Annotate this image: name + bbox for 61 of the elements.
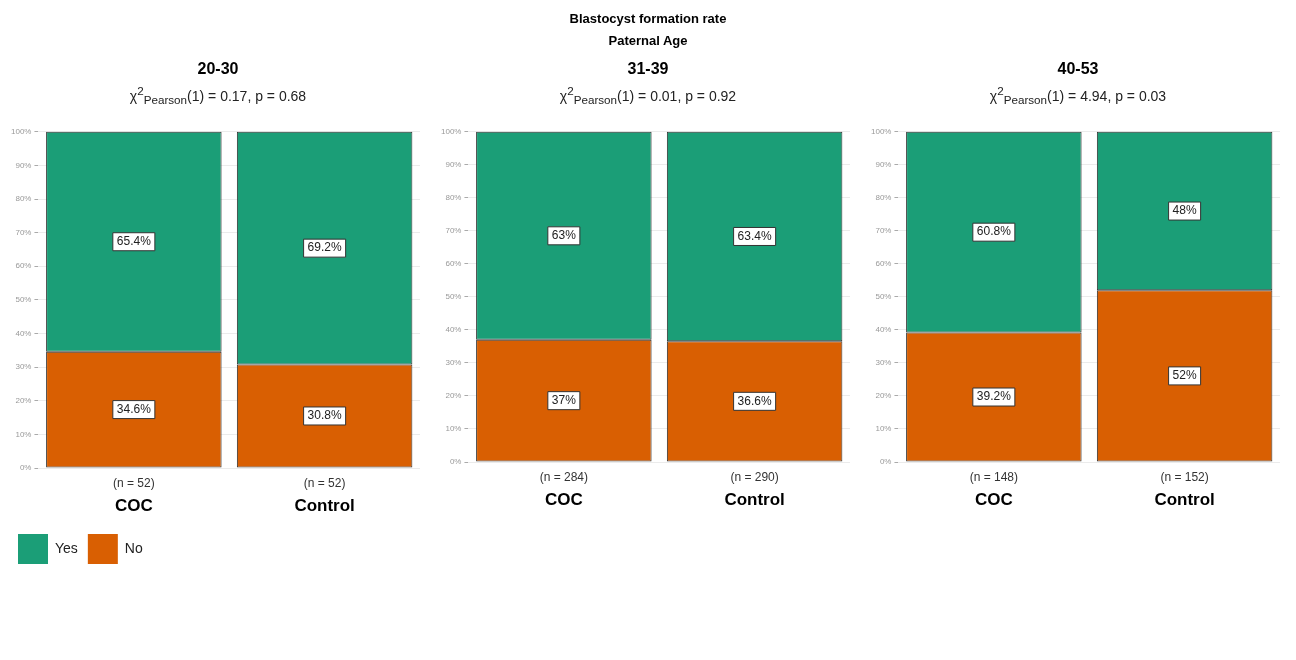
- x-tick-label: (n = 148) COC: [969, 470, 1019, 510]
- y-tick-label: 60%: [15, 261, 32, 271]
- y-tick-label: 30%: [15, 362, 32, 372]
- chart-title: 31-39: [626, 60, 670, 79]
- data-label: 48%: [1172, 203, 1197, 218]
- legend-label: Yes: [55, 539, 78, 556]
- y-tick-label: 30%: [875, 358, 892, 368]
- y-tick-label: 0%: [19, 463, 32, 473]
- x-tick-label: (n = 152) Control: [1154, 470, 1215, 510]
- x-tick-label: (n = 52) Control: [294, 476, 355, 516]
- y-tick-label: 10%: [875, 424, 892, 434]
- y-tick-label: 100%: [10, 127, 32, 136]
- chart-title: 20-30: [196, 60, 240, 79]
- y-tick-label: 90%: [875, 160, 892, 170]
- y-tick-label: 100%: [870, 127, 892, 136]
- data-label: 65.4%: [116, 234, 152, 249]
- data-label: 30.8%: [307, 408, 342, 423]
- y-tick-label: 40%: [15, 328, 32, 338]
- x-tick-label: (n = 284) COC: [539, 470, 589, 510]
- y-tick-label: 0%: [449, 457, 462, 467]
- chart-subtitle: χ$^{2}$$_{Pearson}$(1) = 0.17, p = 0.68: [128, 84, 308, 109]
- x-tick-label: (n = 290) Control: [724, 470, 785, 510]
- data-label: 36.6%: [737, 393, 772, 408]
- y-tick-label: 10%: [15, 429, 32, 439]
- y-tick-label: 80%: [445, 193, 462, 203]
- text: Blastocyst formation rate: [568, 10, 728, 28]
- data-label: 34.6%: [116, 401, 152, 416]
- data-label: 63%: [551, 228, 577, 243]
- y-tick-label: 100%: [440, 127, 462, 136]
- text: Paternal Age: [607, 32, 689, 50]
- y-tick-label: 60%: [875, 259, 892, 269]
- y-tick-label: 30%: [445, 358, 462, 368]
- y-tick-label: 70%: [875, 226, 892, 236]
- data-label: 39.2%: [976, 389, 1012, 404]
- data-label: 63.4%: [737, 228, 772, 243]
- y-tick-label: 80%: [875, 193, 892, 203]
- legend-label: No: [124, 539, 143, 556]
- y-tick-label: 60%: [445, 259, 462, 269]
- y-tick-label: 50%: [445, 292, 462, 302]
- y-tick-label: 50%: [875, 292, 892, 302]
- y-tick-label: 0%: [879, 457, 892, 467]
- y-tick-label: 90%: [15, 160, 32, 170]
- y-tick-label: 50%: [15, 295, 32, 305]
- y-tick-label: 10%: [445, 424, 462, 434]
- y-tick-label: 40%: [445, 325, 462, 335]
- y-tick-label: 80%: [15, 194, 32, 204]
- chart-subtitle: χ$^{2}$$_{Pearson}$(1) = 0.01, p = 0.92: [558, 84, 738, 109]
- y-tick-label: 20%: [15, 395, 32, 405]
- data-label: 69.2%: [307, 240, 342, 255]
- x-tick-label: (n = 52) COC: [112, 476, 155, 516]
- y-tick-label: 70%: [15, 227, 32, 237]
- data-label: 37%: [551, 392, 577, 407]
- data-label: 60.8%: [976, 224, 1012, 239]
- y-tick-label: 90%: [445, 160, 462, 170]
- data-label: 52%: [1172, 368, 1197, 383]
- y-tick-label: 20%: [875, 391, 892, 401]
- chart-title: 40-53: [1056, 60, 1100, 79]
- y-tick-label: 40%: [875, 325, 892, 335]
- y-tick-label: 20%: [445, 391, 462, 401]
- chart-subtitle: χ$^{2}$$_{Pearson}$(1) = 4.94, p = 0.03: [988, 84, 1168, 109]
- y-tick-label: 70%: [445, 226, 462, 236]
